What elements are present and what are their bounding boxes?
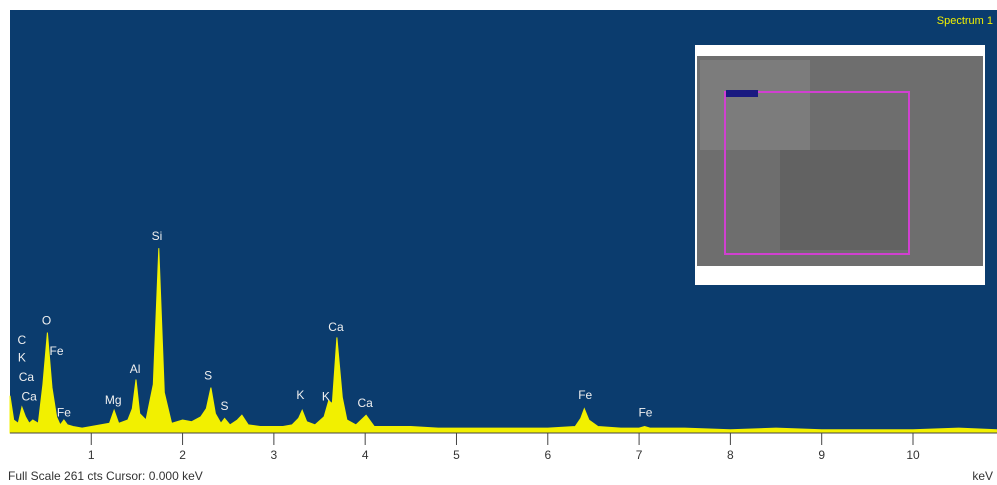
peak-label: O [42,313,51,327]
peak-label: Fe [57,406,71,420]
peak-label: S [221,399,229,413]
peak-label: K [322,390,330,404]
peak-label: Ca [358,396,374,410]
x-tick-label: 10 [906,448,920,462]
x-tick-label: 5 [453,448,460,462]
peak-label: C [18,333,27,347]
x-tick-label: 3 [271,448,278,462]
peak-label: Ca [19,370,35,384]
peak-label: Fe [638,406,652,420]
peak-label: Fe [50,344,64,358]
peak-label: Ca [22,390,38,404]
x-tick-label: 6 [544,448,551,462]
status-text: Full Scale 261 cts Cursor: 0.000 keV [8,469,203,483]
peak-label: Fe [578,388,592,402]
peak-label: K [296,388,304,402]
selection-box [724,91,910,255]
x-tick-label: 2 [179,448,186,462]
x-tick-label: 8 [727,448,734,462]
x-axis-label: keV [972,469,993,483]
peak-label: Ca [328,320,344,334]
x-tick-label: 9 [818,448,825,462]
x-tick-label: 7 [636,448,643,462]
selection-tag [726,90,758,97]
x-tick-label: 1 [88,448,95,462]
peak-label: K [18,351,26,365]
peak-label: Si [152,229,163,243]
spectrum-title: Spectrum 1 [937,15,993,27]
peak-label: S [204,368,212,382]
spectrum [9,248,997,434]
inset-texture [700,60,810,150]
inset-texture [780,150,910,250]
x-tick-label: 4 [362,448,369,462]
peak-label: Mg [105,393,122,407]
sem-inset [695,45,985,285]
peak-label: Al [130,362,141,376]
